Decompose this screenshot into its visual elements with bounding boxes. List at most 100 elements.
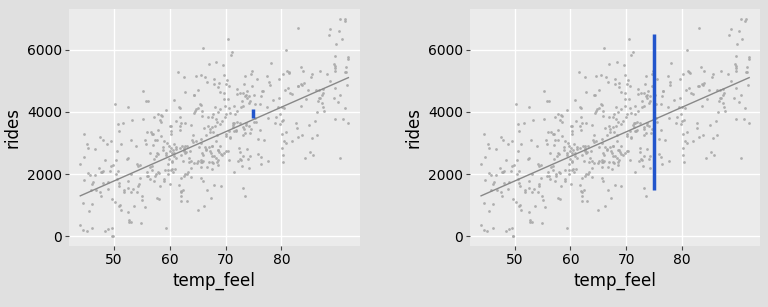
Point <box>614 89 627 94</box>
Point <box>132 184 144 189</box>
Point <box>170 145 182 150</box>
Point <box>303 122 315 127</box>
Point <box>668 97 680 102</box>
Point <box>314 95 326 100</box>
Point <box>296 133 308 138</box>
Point <box>725 78 737 83</box>
Point <box>98 228 111 233</box>
Point <box>185 165 197 170</box>
Point <box>551 154 563 159</box>
Point <box>611 119 624 124</box>
Point <box>86 226 98 231</box>
Point <box>300 97 312 102</box>
Point <box>210 138 222 143</box>
Point <box>673 104 685 109</box>
Point <box>518 189 531 194</box>
Point <box>166 160 178 165</box>
Point <box>687 92 700 97</box>
Point <box>554 118 567 122</box>
Point <box>98 157 111 162</box>
Point <box>703 122 716 127</box>
Point <box>627 120 640 125</box>
Point <box>515 203 527 208</box>
Point <box>475 222 487 227</box>
Point <box>339 16 351 21</box>
Point <box>571 145 583 150</box>
Point <box>183 160 195 165</box>
Point <box>206 159 218 164</box>
Point <box>565 146 578 151</box>
Point <box>521 156 534 161</box>
Point <box>675 122 687 126</box>
Point <box>681 140 694 145</box>
Point <box>220 111 233 116</box>
Point <box>236 164 248 169</box>
Point <box>482 228 494 233</box>
Point <box>674 76 687 81</box>
Point <box>524 218 536 223</box>
Point <box>533 184 545 189</box>
Point <box>313 95 326 100</box>
Point <box>683 85 695 90</box>
Point <box>280 140 293 145</box>
Point <box>623 37 635 41</box>
Point <box>607 159 619 164</box>
Point <box>486 181 498 186</box>
Point <box>612 147 624 152</box>
Point <box>321 71 333 76</box>
Point <box>184 149 196 154</box>
Point <box>624 106 637 111</box>
Point <box>608 130 621 134</box>
Point <box>597 151 609 156</box>
Point <box>235 157 247 162</box>
Point <box>656 161 668 166</box>
Point <box>596 137 608 142</box>
Point <box>601 146 613 151</box>
Point <box>212 148 224 153</box>
Point <box>692 84 704 89</box>
Point <box>223 157 235 162</box>
Point <box>218 72 230 77</box>
Point <box>220 131 233 136</box>
Point <box>317 91 329 95</box>
Point <box>631 129 643 134</box>
Point <box>104 138 117 143</box>
Point <box>152 170 164 175</box>
Point <box>89 147 101 152</box>
Point <box>302 87 314 92</box>
Point <box>512 169 525 174</box>
Point <box>247 120 260 125</box>
Point <box>507 197 519 202</box>
Point <box>621 111 633 116</box>
Point <box>596 160 608 165</box>
Point <box>603 159 615 164</box>
Point <box>190 139 202 144</box>
Point <box>648 120 660 125</box>
Point <box>664 82 677 87</box>
Point <box>637 164 649 169</box>
Point <box>254 154 266 159</box>
Point <box>605 196 617 200</box>
Point <box>730 69 742 74</box>
Point <box>197 159 209 164</box>
Point <box>693 84 705 89</box>
Point <box>569 153 581 158</box>
Point <box>205 167 217 172</box>
Point <box>329 66 341 71</box>
Point <box>483 145 495 150</box>
Point <box>604 130 617 134</box>
Point <box>168 153 180 158</box>
Point <box>329 117 341 122</box>
Point <box>735 156 747 161</box>
Point <box>273 95 285 100</box>
Point <box>637 103 650 108</box>
Point <box>482 171 495 176</box>
Point <box>81 141 94 146</box>
Point <box>566 128 578 133</box>
Point <box>200 148 212 153</box>
Point <box>194 165 207 169</box>
Point <box>677 146 689 150</box>
Point <box>262 115 274 120</box>
Point <box>110 171 122 176</box>
Point <box>637 185 650 190</box>
